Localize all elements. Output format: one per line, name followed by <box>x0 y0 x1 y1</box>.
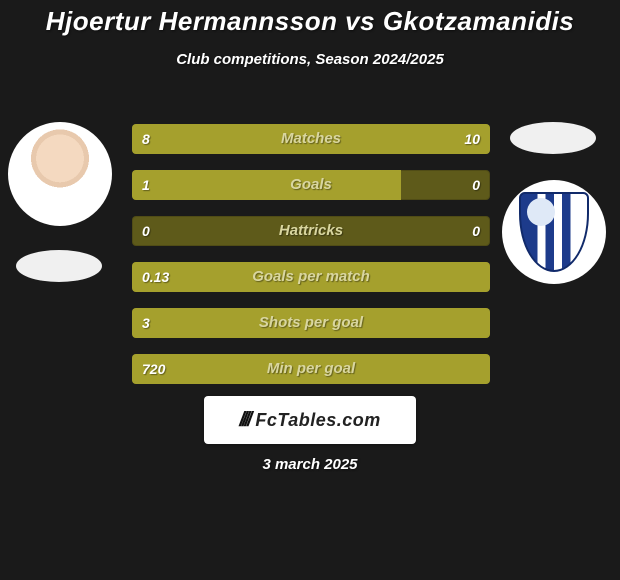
stat-label: Goals per match <box>132 262 490 292</box>
stats-panel: 8Matches101Goals00Hattricks00.13Goals pe… <box>132 124 490 400</box>
stat-row: 8Matches10 <box>132 124 490 154</box>
stat-row: 0Hattricks0 <box>132 216 490 246</box>
stat-label: Shots per goal <box>132 308 490 338</box>
stat-row: 720Min per goal <box>132 354 490 384</box>
stat-row: 0.13Goals per match <box>132 262 490 292</box>
player1-avatar <box>8 122 112 226</box>
player2-club-badge <box>502 180 606 284</box>
stat-row: 3Shots per goal <box>132 308 490 338</box>
stat-label: Hattricks <box>132 216 490 246</box>
stat-label: Goals <box>132 170 490 200</box>
brand-logo-icon: //// <box>239 409 249 432</box>
stat-value-right: 0 <box>472 170 480 200</box>
subtitle: Club competitions, Season 2024/2025 <box>0 51 620 68</box>
stat-row: 1Goals0 <box>132 170 490 200</box>
stat-label: Min per goal <box>132 354 490 384</box>
comparison-card: Hjoertur Hermannsson vs Gkotzamanidis Cl… <box>0 0 620 580</box>
player2-flag <box>510 122 596 154</box>
brand-text: FcTables.com <box>255 410 380 431</box>
brand-badge[interactable]: //// FcTables.com <box>204 396 416 444</box>
stat-value-right: 0 <box>472 216 480 246</box>
date-label: 3 march 2025 <box>0 456 620 473</box>
stat-value-right: 10 <box>464 124 480 154</box>
page-title: Hjoertur Hermannsson vs Gkotzamanidis <box>0 6 620 37</box>
shield-icon <box>519 192 589 272</box>
player1-flag <box>16 250 102 282</box>
stat-label: Matches <box>132 124 490 154</box>
